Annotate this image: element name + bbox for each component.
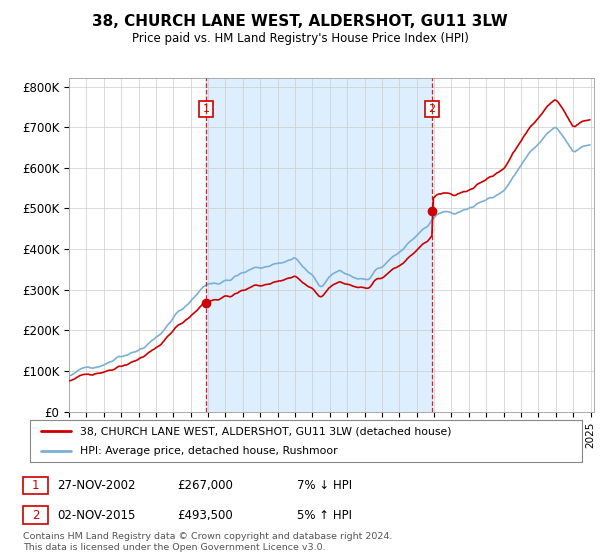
- Text: 38, CHURCH LANE WEST, ALDERSHOT, GU11 3LW (detached house): 38, CHURCH LANE WEST, ALDERSHOT, GU11 3L…: [80, 426, 451, 436]
- Text: £267,000: £267,000: [177, 479, 233, 492]
- Text: 1: 1: [202, 104, 209, 114]
- Text: 5% ↑ HPI: 5% ↑ HPI: [297, 508, 352, 522]
- Text: 2: 2: [32, 508, 39, 522]
- Text: Contains HM Land Registry data © Crown copyright and database right 2024.
This d: Contains HM Land Registry data © Crown c…: [23, 533, 392, 552]
- Text: 1: 1: [32, 479, 39, 492]
- Text: 02-NOV-2015: 02-NOV-2015: [57, 508, 136, 522]
- Text: £493,500: £493,500: [177, 508, 233, 522]
- Text: 7% ↓ HPI: 7% ↓ HPI: [297, 479, 352, 492]
- Bar: [206, 78, 432, 412]
- Text: 38, CHURCH LANE WEST, ALDERSHOT, GU11 3LW: 38, CHURCH LANE WEST, ALDERSHOT, GU11 3L…: [92, 14, 508, 29]
- Text: 27-NOV-2002: 27-NOV-2002: [57, 479, 136, 492]
- Text: Price paid vs. HM Land Registry's House Price Index (HPI): Price paid vs. HM Land Registry's House …: [131, 32, 469, 45]
- Text: HPI: Average price, detached house, Rushmoor: HPI: Average price, detached house, Rush…: [80, 446, 337, 456]
- Text: 2: 2: [428, 104, 436, 114]
